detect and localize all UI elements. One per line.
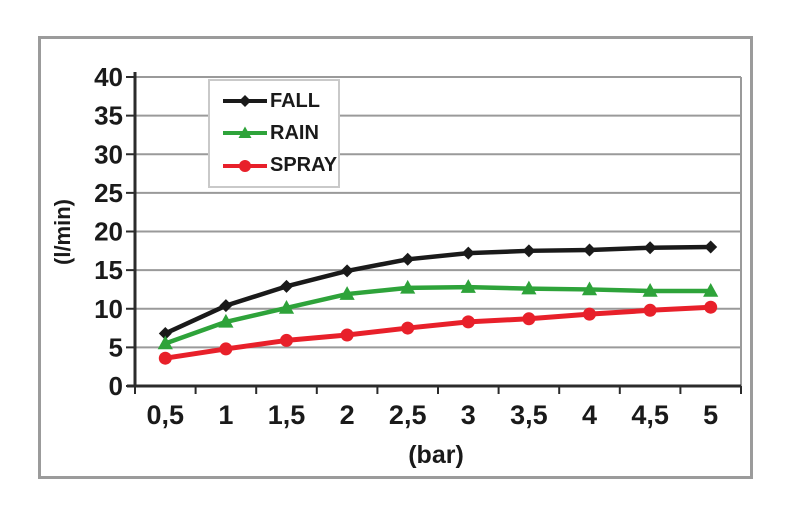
series-fall-point — [401, 252, 415, 266]
legend: FALL RAIN SPRAY — [208, 79, 340, 188]
series-fall — [158, 240, 718, 340]
legend-item-rain: RAIN — [222, 118, 338, 148]
series-spray-line — [162, 304, 714, 361]
x-tick-label: 2,5 — [389, 400, 427, 430]
series-spray — [158, 300, 718, 365]
y-tick-label: 35 — [94, 101, 123, 131]
y-tick-label: 10 — [94, 294, 123, 324]
x-tick-label: 1,5 — [268, 400, 306, 430]
series-spray-point — [522, 312, 536, 326]
x-tick-label: 4,5 — [631, 400, 669, 430]
series-spray-point — [583, 307, 596, 321]
series-spray-point — [461, 315, 475, 329]
x-axis-title: (bar) — [408, 441, 464, 469]
series-spray-point — [643, 303, 657, 317]
series-spray-point — [158, 351, 172, 365]
legend-item-fall: FALL — [222, 86, 338, 116]
series-rain-point — [521, 280, 537, 295]
fall-series-marker-icon — [223, 95, 267, 108]
y-tick-label: 0 — [109, 371, 123, 401]
x-tick-label: 1 — [218, 400, 233, 430]
series-spray-point — [280, 333, 293, 347]
series-fall-point — [219, 299, 233, 313]
series-fall-point — [583, 243, 596, 257]
x-tick-label: 3,5 — [510, 400, 548, 430]
legend-label-rain: RAIN — [270, 121, 319, 144]
y-tick-label: 20 — [94, 217, 123, 247]
series-rain-line — [163, 284, 713, 346]
y-tick-label: 30 — [94, 139, 123, 169]
series-fall-point — [158, 326, 172, 340]
spray-series-marker-icon — [223, 159, 267, 172]
y-tick-label: 15 — [94, 255, 123, 285]
series-fall-point — [643, 241, 657, 255]
x-tick-label: 5 — [703, 400, 718, 430]
series-spray-point — [704, 300, 718, 314]
series-rain-point — [581, 281, 598, 296]
series-rain-point — [400, 279, 416, 294]
y-tick-label: 40 — [94, 62, 123, 92]
y-tick-label: 25 — [94, 178, 123, 208]
series-fall-point — [461, 246, 475, 260]
x-tick-label: 2 — [340, 400, 355, 430]
series-fall-point — [340, 264, 354, 278]
series-fall-point — [704, 240, 718, 254]
series-fall-line — [163, 244, 713, 336]
series-rain — [157, 279, 719, 350]
series-spray-point — [401, 321, 415, 335]
legend-label-spray: SPRAY — [270, 154, 338, 177]
series-rain-point — [460, 279, 476, 293]
series-rain-point — [703, 282, 719, 297]
series-rain-point — [339, 286, 355, 300]
series-rain-point — [278, 299, 295, 314]
x-tick-label: 3 — [461, 400, 476, 430]
x-tick-label: 4 — [582, 400, 597, 430]
series-rain-point — [157, 335, 173, 350]
axes — [126, 72, 742, 394]
rain-series-marker-icon — [223, 126, 267, 139]
tick-labels: 0 5 10 15 20 25 30 35 40 0,5 1 1,5 2 2,5 3 3,5 4 4,5 5 — [94, 62, 718, 430]
series-rain-point — [218, 313, 234, 328]
series-fall-point — [522, 244, 536, 258]
series-spray-point — [219, 342, 233, 356]
y-tick-label: 5 — [109, 332, 123, 362]
legend-label-fall: FALL — [270, 89, 320, 112]
x-tick-label: 0,5 — [147, 400, 185, 430]
series-rain-point — [642, 282, 658, 297]
series-fall-point — [280, 279, 293, 293]
y-axis-title: (l/min) — [50, 199, 75, 265]
chart-frame — [38, 36, 753, 479]
series-spray-point — [340, 328, 354, 342]
legend-item-spray: SPRAY — [222, 151, 338, 181]
